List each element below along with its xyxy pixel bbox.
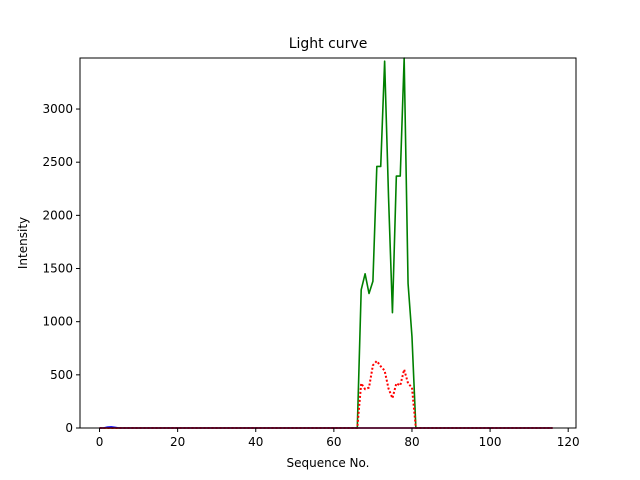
y-axis: 0 500 1000 1500 2000 2500 3000 [42, 102, 80, 435]
x-tick-label: 60 [326, 435, 341, 449]
y-tick-label: 2000 [42, 208, 73, 222]
x-tick-label: 20 [170, 435, 185, 449]
x-tick-label: 40 [248, 435, 263, 449]
y-tick-label: 500 [50, 368, 73, 382]
x-axis: 0 20 40 60 80 100 120 [96, 428, 580, 449]
x-tick-label: 120 [557, 435, 580, 449]
y-tick-label: 1000 [42, 315, 73, 329]
x-tick-label: 0 [96, 435, 104, 449]
x-tick-label: 80 [404, 435, 419, 449]
y-axis-label: Intensity [16, 217, 30, 269]
y-tick-label: 2500 [42, 155, 73, 169]
series-layer [99, 57, 553, 429]
chart-title: Light curve [289, 36, 368, 52]
y-tick-label: 0 [65, 421, 73, 435]
series-line-1 [99, 360, 553, 429]
x-tick-label: 100 [479, 435, 502, 449]
y-tick-label: 1500 [42, 262, 73, 276]
x-axis-label: Sequence No. [287, 456, 370, 470]
plot-frame [79, 57, 577, 429]
series-line-0 [99, 57, 553, 429]
y-tick-label: 3000 [42, 102, 73, 116]
